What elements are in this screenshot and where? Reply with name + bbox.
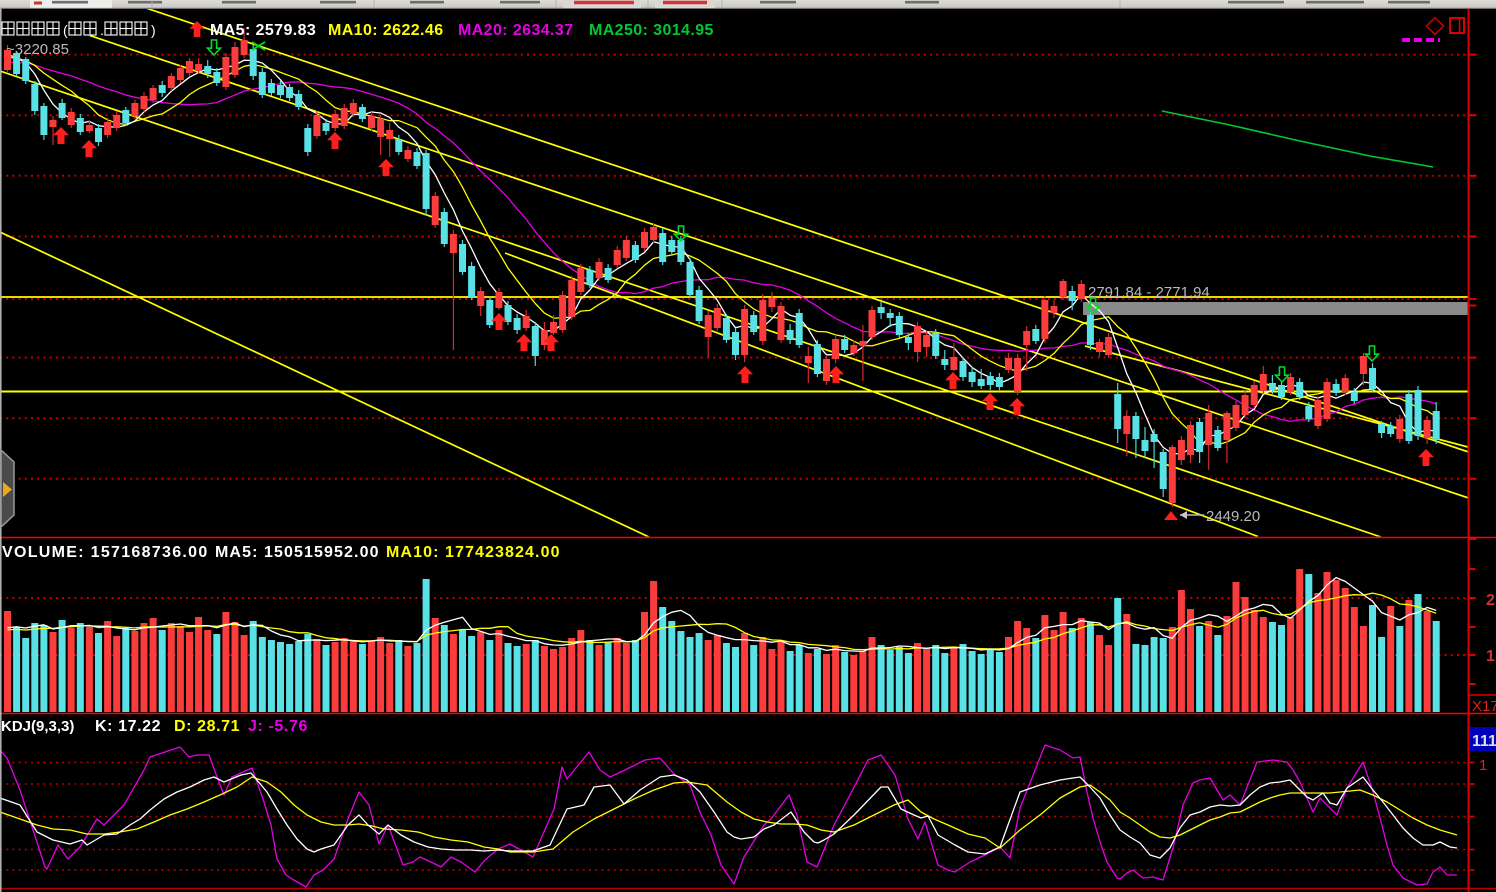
svg-text:MA20: 2634.37: MA20: 2634.37: [458, 22, 574, 39]
svg-text:.: .: [100, 22, 104, 38]
svg-text:111: 111: [1472, 733, 1496, 750]
svg-text:): ): [151, 22, 156, 38]
svg-text:MA10: 2622.46: MA10: 2622.46: [328, 22, 444, 39]
svg-text:2791.84 - 2771.94: 2791.84 - 2771.94: [1088, 284, 1210, 301]
svg-text:X17: X17: [1472, 698, 1496, 715]
svg-text:2: 2: [1486, 592, 1495, 609]
svg-text:~3220.85: ~3220.85: [6, 41, 69, 58]
svg-text:KDJ(9,3,3): KDJ(9,3,3): [1, 718, 74, 735]
svg-text:1: 1: [1486, 648, 1495, 665]
svg-text:K: 17.22: K: 17.22: [95, 718, 161, 735]
svg-text:MA250: 3014.95: MA250: 3014.95: [589, 22, 714, 39]
svg-text:VOLUME: 157168736.00: VOLUME: 157168736.00: [2, 544, 209, 561]
svg-text:2449.20: 2449.20: [1206, 508, 1260, 525]
svg-text:MA10: 177423824.00: MA10: 177423824.00: [386, 544, 561, 561]
svg-text:(: (: [63, 22, 68, 38]
svg-text:MA5: 150515952.00: MA5: 150515952.00: [215, 544, 380, 561]
svg-text:D: 28.71: D: 28.71: [174, 718, 240, 735]
svg-text:MA5: 2579.83: MA5: 2579.83: [210, 22, 316, 39]
svg-text:1: 1: [1479, 757, 1487, 774]
svg-text:J: -5.76: J: -5.76: [248, 718, 308, 735]
